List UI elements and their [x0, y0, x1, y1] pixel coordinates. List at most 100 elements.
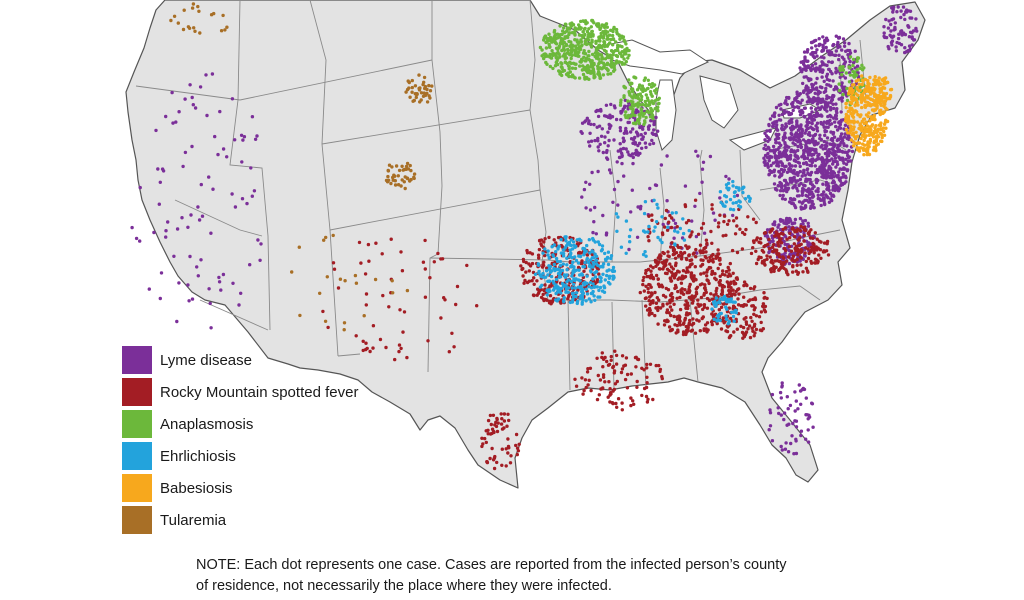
case-dot	[831, 94, 836, 98]
case-dot	[597, 149, 601, 153]
case-dot	[604, 49, 608, 54]
case-dot	[825, 239, 830, 244]
case-dot	[796, 252, 800, 257]
case-dot	[233, 138, 237, 142]
case-dot	[570, 274, 574, 278]
case-dot	[858, 122, 862, 126]
case-dot	[823, 133, 827, 138]
case-dot	[407, 86, 411, 90]
case-dot	[618, 142, 622, 146]
case-dot	[653, 89, 657, 93]
case-dot	[785, 110, 789, 114]
case-dot	[595, 278, 600, 282]
case-dot	[861, 146, 865, 151]
case-dot	[732, 194, 737, 199]
case-dot	[647, 311, 652, 315]
case-dot	[571, 297, 575, 302]
case-dot	[381, 293, 385, 298]
case-dot	[535, 279, 539, 283]
state-borders	[135, 0, 867, 391]
case-dot	[914, 26, 918, 31]
case-dot	[724, 233, 728, 237]
case-dot	[336, 286, 341, 290]
case-dot	[766, 155, 771, 159]
case-dot	[751, 246, 755, 250]
case-dot	[805, 120, 809, 124]
case-dot	[856, 113, 860, 117]
case-dot	[792, 137, 796, 142]
case-dot	[758, 328, 763, 332]
case-dot	[746, 215, 750, 219]
case-dot	[595, 285, 599, 289]
case-dot	[619, 245, 624, 249]
case-dot	[624, 52, 628, 56]
case-dot	[557, 44, 562, 48]
case-dot	[568, 60, 572, 64]
case-dot	[536, 262, 540, 266]
case-dot	[741, 185, 745, 190]
case-dot	[730, 310, 734, 314]
case-dot	[694, 306, 698, 310]
case-dot	[585, 292, 590, 296]
case-dot	[794, 138, 798, 142]
case-dot	[191, 103, 195, 107]
case-dot	[832, 175, 836, 179]
case-dot	[814, 189, 818, 193]
case-dot	[825, 151, 830, 155]
case-dot	[566, 286, 571, 290]
case-dot	[735, 327, 739, 331]
case-dot	[880, 135, 884, 140]
case-dot	[747, 195, 751, 199]
case-dot	[485, 460, 489, 464]
case-dot	[558, 263, 563, 268]
case-dot	[732, 219, 736, 223]
case-dot	[655, 202, 659, 207]
case-dot	[573, 33, 577, 37]
case-dot	[825, 160, 829, 164]
case-dot	[810, 46, 814, 50]
case-dot	[716, 266, 720, 271]
case-dot	[554, 277, 559, 282]
case-dot	[209, 13, 214, 17]
case-dot	[785, 102, 789, 107]
case-dot	[601, 24, 605, 28]
case-dot	[219, 288, 223, 292]
case-dot	[859, 136, 863, 141]
case-dot	[565, 280, 569, 284]
case-dot	[175, 319, 179, 324]
case-dot	[771, 124, 775, 129]
case-dot	[548, 294, 553, 298]
case-dot	[596, 114, 601, 119]
case-dot	[777, 113, 781, 118]
case-dot	[500, 417, 504, 421]
case-dot	[364, 341, 368, 345]
case-dot	[623, 377, 628, 382]
case-dot	[804, 259, 808, 264]
case-dot	[584, 287, 588, 291]
case-dot	[793, 205, 798, 210]
case-dot	[613, 349, 617, 353]
case-dot	[711, 314, 716, 318]
case-dot	[404, 90, 408, 94]
case-dot	[494, 424, 499, 429]
case-dot	[806, 153, 811, 157]
case-dot	[693, 198, 698, 202]
case-dot	[749, 315, 753, 320]
case-dot	[842, 161, 846, 165]
case-dot	[548, 64, 552, 69]
case-dot	[695, 251, 699, 255]
case-dot	[673, 229, 677, 233]
case-dot	[566, 27, 570, 31]
case-dots	[130, 2, 919, 471]
case-dot	[799, 402, 803, 406]
case-dot	[684, 332, 688, 337]
case-dot	[692, 274, 696, 278]
case-dot	[776, 155, 780, 159]
case-dot	[771, 249, 775, 254]
case-dot	[427, 83, 431, 88]
case-dot	[589, 300, 593, 304]
case-dot	[903, 17, 907, 22]
case-dot	[829, 100, 833, 105]
case-dot	[484, 429, 488, 433]
tularemia-swatch	[122, 506, 152, 534]
